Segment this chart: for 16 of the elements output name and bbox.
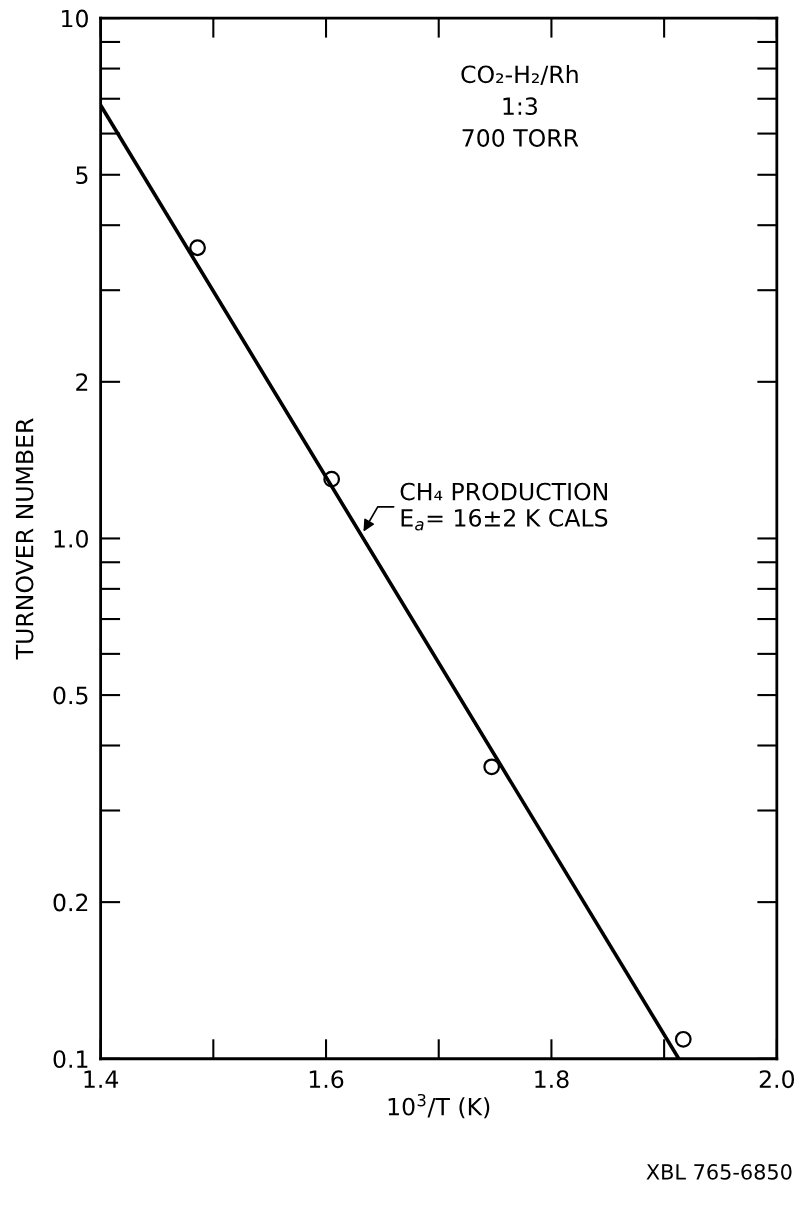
y-tick-label: 1.0 [54,529,88,548]
y-tick-label: 0.1 [53,1050,88,1069]
x-tick-label: 1.6 [309,1070,344,1089]
x-tick-label: 1.8 [535,1070,569,1089]
x-tick-label: 1.4 [84,1070,119,1088]
annotation: CH₄ PRODUCTION E$_{a}$= 16±2 K CALS [400,482,608,531]
y-tick-label: 0.2 [53,893,88,912]
annotation: CO₂-H₂/Rh 1:3 700 TORR [461,64,579,147]
y-tick-label: 10 [62,9,88,28]
y-tick-label: 0.5 [53,686,88,705]
y-tick-label: 2 [76,373,88,391]
x-tick-label: 2.0 [759,1070,795,1089]
y-axis-title: TURNOVER NUMBER [15,418,34,660]
y-tick-label: 5 [76,166,88,185]
x-axis-title: 10$^{3}$/T (K) [388,1093,490,1119]
text: XBL 765-6850 [646,1163,792,1180]
